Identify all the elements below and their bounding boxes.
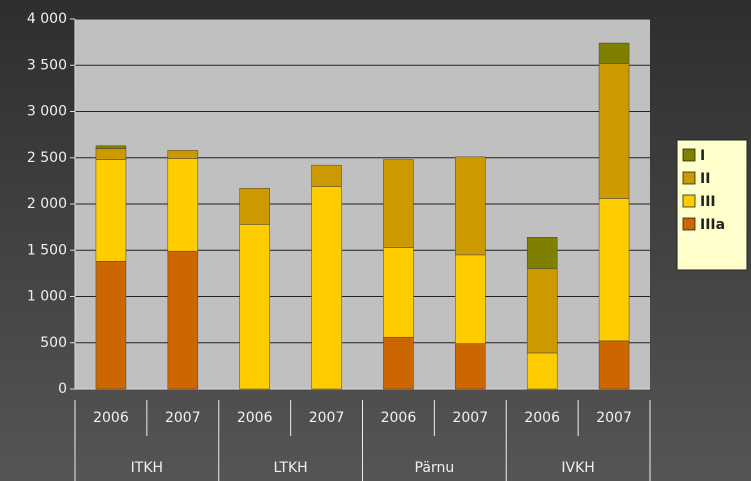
bar-segment — [455, 343, 486, 390]
legend-swatch — [682, 217, 696, 231]
bar-segment — [455, 156, 486, 256]
x-tick-label: 2006 — [381, 410, 417, 426]
y-tick-label: 500 — [40, 335, 67, 351]
y-tick-label: 2 000 — [27, 196, 67, 212]
bar-segment — [95, 159, 127, 262]
group-label: ITKH — [131, 460, 163, 476]
x-tick-label: 2006 — [524, 410, 560, 426]
bar-segment — [598, 42, 630, 64]
bar-segment — [167, 150, 199, 159]
x-tick-label: 2007 — [452, 410, 488, 426]
bar-segment — [526, 268, 558, 354]
bar-segment — [526, 352, 558, 390]
x-tick-label: 2007 — [165, 410, 201, 426]
x-tick-label: 2006 — [237, 410, 273, 426]
bar-segment — [167, 250, 199, 390]
y-tick-label: 1 500 — [27, 242, 67, 258]
y-tick-label: 0 — [58, 381, 67, 397]
bar-segment — [239, 188, 270, 225]
bar-segment — [95, 148, 127, 160]
x-tick-label: 2007 — [309, 410, 345, 426]
legend-swatch — [682, 194, 696, 208]
legend-label: II — [700, 171, 710, 187]
bar-segment — [95, 145, 127, 149]
legend-label: I — [700, 148, 705, 164]
y-tick-label: 2 500 — [27, 150, 67, 166]
bar-segment — [167, 158, 199, 252]
bar-segment — [455, 254, 486, 344]
bar-segment — [383, 247, 414, 338]
legend-label: III — [700, 194, 716, 210]
bar-segment — [311, 164, 342, 187]
legend-swatch — [682, 171, 696, 185]
y-tick-label: 3 500 — [27, 57, 67, 73]
y-tick-label: 4 000 — [27, 11, 67, 27]
x-tick-label: 2006 — [93, 410, 129, 426]
x-tick-label: 2007 — [596, 410, 632, 426]
bar-segment — [95, 261, 127, 390]
group-label: IVKH — [561, 460, 594, 476]
bar-segment — [598, 340, 630, 390]
y-tick-label: 3 000 — [27, 104, 67, 120]
bar-segment — [598, 198, 630, 342]
bar-segment — [239, 224, 270, 390]
legend-label: IIIa — [700, 217, 725, 233]
bar-segment — [311, 186, 342, 390]
group-label: LTKH — [274, 460, 308, 476]
bar-segment — [383, 159, 414, 248]
group-label: Pärnu — [415, 460, 455, 476]
bar-segment — [526, 237, 558, 270]
y-tick-label: 1 000 — [27, 289, 67, 305]
bar-segment — [383, 336, 414, 390]
bar-segment — [598, 63, 630, 199]
legend-swatch — [682, 148, 696, 162]
